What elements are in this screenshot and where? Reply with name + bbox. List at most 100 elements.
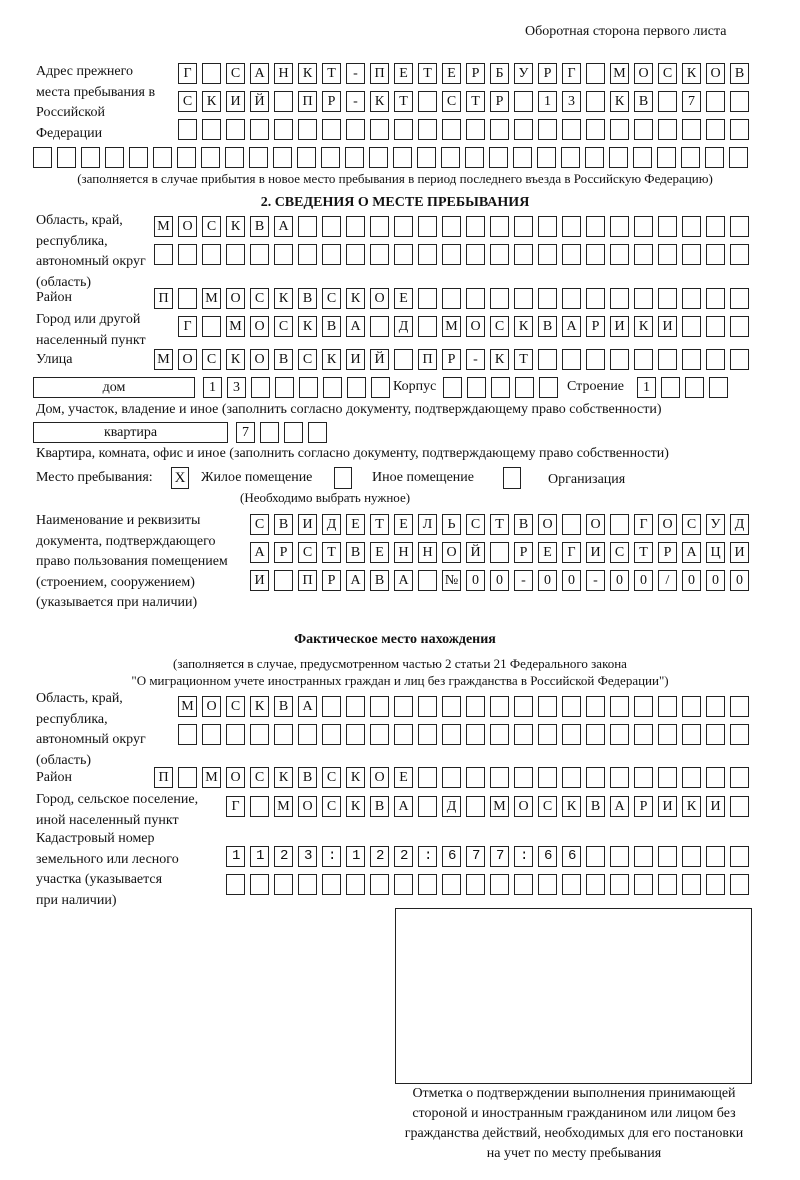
char-box[interactable]: С	[610, 542, 629, 563]
char-box[interactable]	[514, 724, 533, 745]
char-box[interactable]	[610, 724, 629, 745]
char-box[interactable]: Й	[370, 349, 389, 370]
char-box[interactable]	[682, 316, 701, 337]
char-box[interactable]	[706, 244, 725, 265]
char-box[interactable]	[658, 846, 677, 867]
char-box[interactable]: О	[586, 514, 605, 535]
char-box[interactable]	[418, 796, 437, 817]
char-box[interactable]: И	[226, 91, 245, 112]
char-box[interactable]	[610, 349, 629, 370]
char-box[interactable]	[514, 767, 533, 788]
char-box[interactable]	[514, 216, 533, 237]
char-box[interactable]: Й	[250, 91, 269, 112]
char-box[interactable]: И	[658, 316, 677, 337]
char-box[interactable]	[129, 147, 148, 168]
char-box[interactable]	[418, 288, 437, 309]
char-box[interactable]	[610, 514, 629, 535]
char-box[interactable]: О	[250, 349, 269, 370]
char-box[interactable]	[682, 119, 701, 140]
char-box[interactable]: Г	[226, 796, 245, 817]
char-box[interactable]	[562, 874, 581, 895]
char-box[interactable]: М	[178, 696, 197, 717]
char-box[interactable]	[538, 767, 557, 788]
char-box[interactable]: К	[274, 288, 293, 309]
char-box[interactable]	[585, 147, 604, 168]
char-box[interactable]: В	[250, 216, 269, 237]
char-box[interactable]	[466, 874, 485, 895]
char-box[interactable]	[562, 696, 581, 717]
char-box[interactable]	[490, 767, 509, 788]
char-box[interactable]	[490, 288, 509, 309]
char-box[interactable]: О	[514, 796, 533, 817]
char-box[interactable]	[346, 119, 365, 140]
char-box[interactable]	[514, 846, 533, 867]
char-box[interactable]	[393, 147, 412, 168]
char-box[interactable]	[682, 767, 701, 788]
char-box[interactable]: А	[250, 63, 269, 84]
char-box[interactable]	[418, 570, 437, 591]
char-box[interactable]	[706, 767, 725, 788]
char-box[interactable]	[586, 216, 605, 237]
char-box[interactable]: О	[250, 316, 269, 337]
char-box[interactable]	[202, 724, 221, 745]
char-box[interactable]: М	[202, 288, 221, 309]
char-box[interactable]	[346, 724, 365, 745]
char-box[interactable]	[730, 316, 749, 337]
char-box[interactable]	[706, 724, 725, 745]
char-box[interactable]	[729, 147, 748, 168]
char-box[interactable]	[442, 846, 461, 867]
char-box[interactable]: В	[274, 349, 293, 370]
char-box[interactable]	[442, 874, 461, 895]
char-box[interactable]: К	[250, 696, 269, 717]
char-box[interactable]	[417, 147, 436, 168]
char-box[interactable]	[251, 377, 270, 398]
char-box[interactable]	[586, 244, 605, 265]
char-box[interactable]	[661, 377, 680, 398]
char-box[interactable]: П	[154, 767, 173, 788]
char-box[interactable]: К	[274, 767, 293, 788]
char-box[interactable]	[538, 696, 557, 717]
char-box[interactable]: К	[346, 767, 365, 788]
char-box[interactable]: -	[346, 91, 365, 112]
char-box[interactable]	[394, 119, 413, 140]
char-box[interactable]: Е	[394, 63, 413, 84]
char-box[interactable]: К	[682, 63, 701, 84]
char-box[interactable]	[322, 119, 341, 140]
char-box[interactable]	[514, 244, 533, 265]
char-box[interactable]: Р	[322, 91, 341, 112]
char-box[interactable]	[610, 767, 629, 788]
char-box[interactable]	[730, 288, 749, 309]
char-box[interactable]	[561, 147, 580, 168]
char-box[interactable]: Н	[274, 63, 293, 84]
char-box[interactable]	[706, 119, 725, 140]
char-box[interactable]: С	[658, 63, 677, 84]
char-box[interactable]: М	[274, 796, 293, 817]
char-box[interactable]	[371, 377, 390, 398]
char-box[interactable]: А	[394, 796, 413, 817]
char-box[interactable]: 1	[538, 91, 557, 112]
char-box[interactable]: В	[634, 91, 653, 112]
char-box[interactable]: У	[514, 63, 533, 84]
char-box[interactable]	[370, 119, 389, 140]
char-box[interactable]	[706, 349, 725, 370]
char-box[interactable]	[610, 119, 629, 140]
organization-checkbox[interactable]	[503, 467, 521, 489]
char-box[interactable]: Е	[394, 514, 413, 535]
char-box[interactable]	[682, 244, 701, 265]
char-box[interactable]	[538, 349, 557, 370]
char-box[interactable]: Г	[634, 514, 653, 535]
char-box[interactable]: Р	[658, 542, 677, 563]
char-box[interactable]	[250, 244, 269, 265]
char-box[interactable]	[370, 846, 389, 867]
char-box[interactable]	[633, 147, 652, 168]
char-box[interactable]: О	[178, 216, 197, 237]
char-box[interactable]	[178, 767, 197, 788]
char-box[interactable]: Г	[562, 542, 581, 563]
char-box[interactable]	[490, 542, 509, 563]
char-box[interactable]: К	[298, 316, 317, 337]
char-box[interactable]	[489, 147, 508, 168]
char-box[interactable]	[609, 147, 628, 168]
char-box[interactable]	[490, 696, 509, 717]
char-box[interactable]: Д	[322, 514, 341, 535]
char-box[interactable]	[709, 377, 728, 398]
